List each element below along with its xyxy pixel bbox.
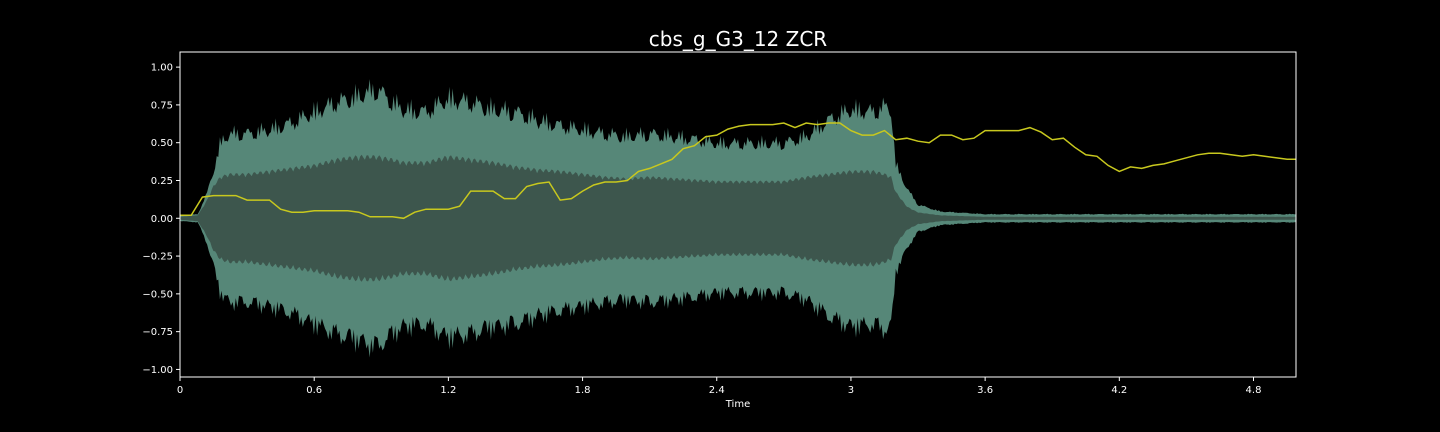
x-tick-label: 1.8 [575, 385, 591, 396]
y-tick-label: −0.25 [142, 252, 173, 263]
x-tick-label: 3.6 [977, 385, 993, 396]
y-axis: 1.00 0.75 0.50 0.25 0.00 −0.25 −0.50 −0.75 −1.00 [142, 63, 180, 376]
zcr-series [180, 122, 1296, 220]
y-tick-label: 0.25 [151, 176, 173, 187]
x-tick-label: 2.4 [709, 385, 725, 396]
waveform-body [180, 154, 1296, 282]
zcr-line [180, 122, 1296, 220]
x-tick-label: 4.2 [1111, 385, 1127, 396]
x-tick-label: 3 [848, 385, 854, 396]
x-tick-label: 0 [177, 385, 183, 396]
x-axis-label: Time [725, 399, 750, 410]
plot-frame [179, 51, 1297, 378]
y-tick-label: 0.50 [151, 138, 173, 149]
y-tick-label: −0.50 [142, 289, 173, 300]
waveform [180, 79, 1296, 358]
y-tick-label: −0.75 [142, 327, 173, 338]
x-tick-label: 0.6 [306, 385, 322, 396]
y-tick-label: 1.00 [151, 63, 173, 74]
y-tick-label: −1.00 [142, 365, 173, 376]
chart-title: cbs_g_G3_12 ZCR [649, 27, 828, 51]
x-axis: 0 0.6 1.2 1.8 2.4 3 3.6 4.2 4.8 [177, 377, 1262, 396]
y-tick-label: 0.00 [151, 214, 173, 225]
x-tick-label: 4.8 [1246, 385, 1262, 396]
y-tick-label: 0.75 [151, 100, 173, 111]
x-tick-label: 1.2 [440, 385, 456, 396]
